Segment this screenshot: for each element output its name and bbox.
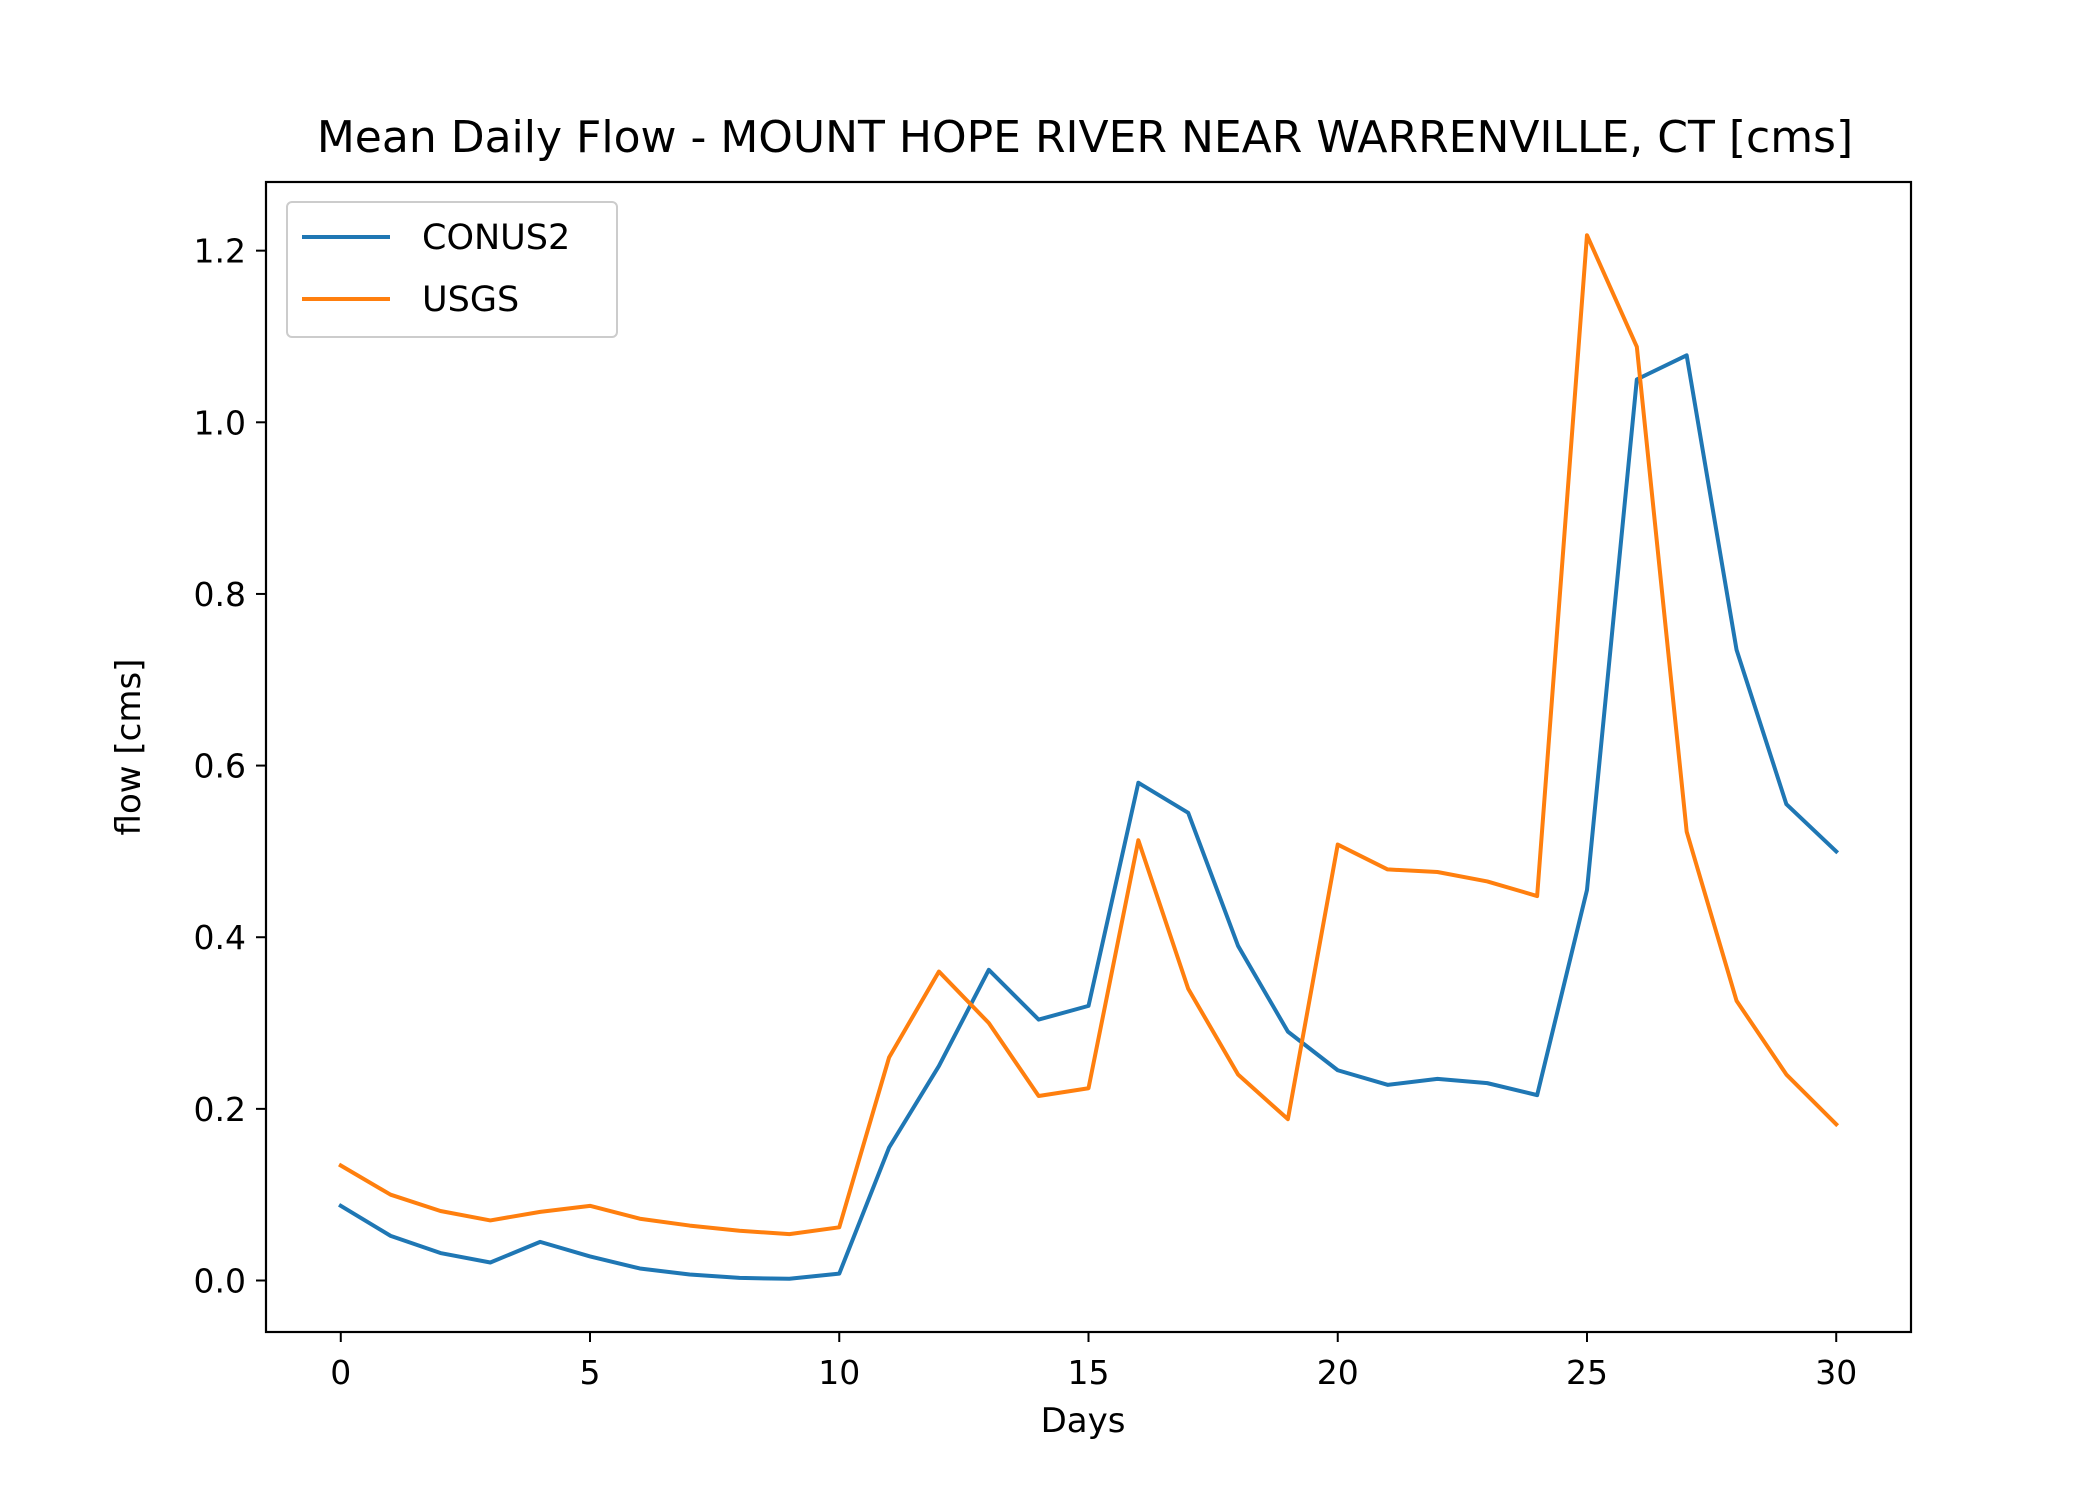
x-tick-label: 25: [1566, 1353, 1608, 1392]
x-tick-label: 15: [1068, 1353, 1110, 1392]
series-line-usgs: [338, 233, 1840, 1237]
y-axis-ticks: 0.0 0.2 0.4 0.6 0.8 1.0 1.2: [194, 232, 266, 1301]
legend: CONUS2 USGS: [286, 201, 618, 338]
y-tick-label: 0.8: [194, 575, 246, 614]
x-tick-label: 30: [1815, 1353, 1857, 1392]
chart-title: Mean Daily Flow - MOUNT HOPE RIVER NEAR …: [317, 112, 1853, 163]
legend-label-conus2: CONUS2: [422, 218, 570, 258]
y-tick-label: 1.0: [194, 403, 246, 442]
x-axis-label: Days: [1041, 1401, 1126, 1441]
legend-label-usgs: USGS: [422, 280, 519, 320]
y-tick-label: 0.2: [194, 1090, 246, 1129]
series-lines: [338, 233, 1840, 1281]
x-tick-label: 20: [1317, 1353, 1359, 1392]
y-tick-label: 0.6: [194, 747, 246, 786]
x-tick-label: 10: [818, 1353, 860, 1392]
plot-frame: [264, 180, 1913, 1334]
x-tick-label: 5: [580, 1353, 601, 1392]
series-line-conus2: [338, 353, 1840, 1281]
x-axis-ticks: 0 5 10 15 20 25 30: [330, 1332, 1857, 1392]
y-axis-label: flow [cms]: [109, 659, 149, 836]
y-tick-label: 1.2: [194, 232, 246, 271]
y-tick-label: 0.0: [194, 1262, 246, 1301]
x-tick-label: 0: [330, 1353, 351, 1392]
y-tick-label: 0.4: [194, 918, 246, 957]
